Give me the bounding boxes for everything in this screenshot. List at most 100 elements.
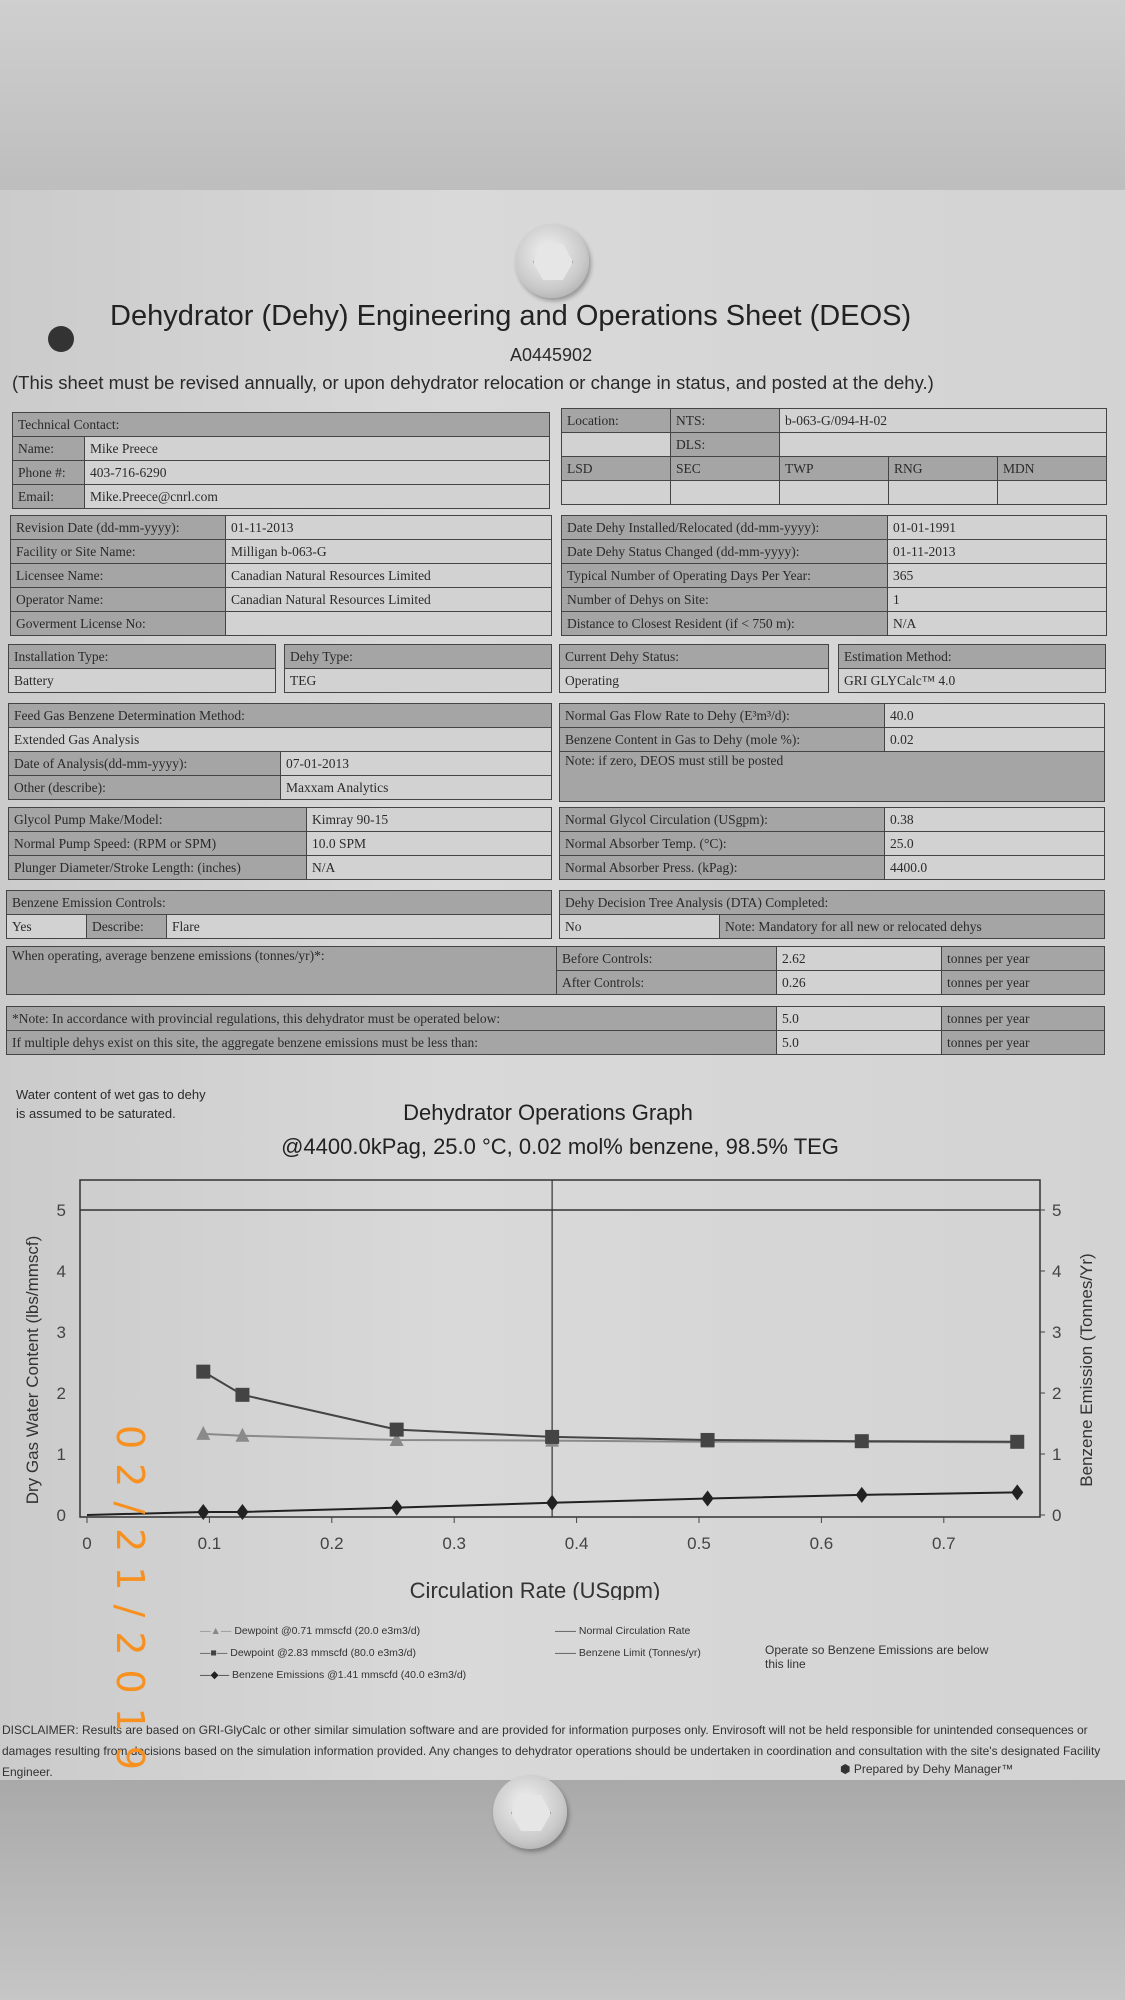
document-id: A0445902 (510, 345, 593, 365)
emissions-before: 2.62 (776, 946, 942, 971)
label: Licensee Name: (10, 563, 226, 588)
line-icon: —— (555, 1647, 576, 1659)
unit: tonnes per year (941, 970, 1105, 995)
y2-tick-label: 0 (1052, 1506, 1061, 1525)
y2-axis-label: Benzene Emission (Tonnes/Yr) (1077, 1253, 1096, 1486)
label: Normal Absorber Temp. (°C): (559, 831, 885, 856)
pump-speed: 10.0 SPM (306, 831, 552, 856)
label: Normal Gas Flow Rate to Dehy (E³m³/d): (559, 703, 885, 728)
rng-label: RNG (888, 456, 998, 481)
y-tick-label: 5 (57, 1201, 66, 1220)
contact-table: Technical Contact: Name: Mike Preece Phon… (12, 412, 550, 509)
dta-table: Dehy Decision Tree Analysis (DTA) Comple… (559, 890, 1105, 939)
label: Distance to Closest Resident (if < 750 m… (561, 611, 888, 636)
location-table: Location: NTS: b-063-G/094-H-02 DLS: LSD SE… (561, 408, 1107, 505)
series-line-square (202, 1370, 1018, 1443)
label: Estimation Method: (838, 644, 1106, 669)
label: Other (describe): (8, 775, 281, 800)
dehy-status-table: Current Dehy Status: Operating (559, 644, 829, 693)
absorber-table: Normal Glycol Circulation (USgpm): 0.38 N… (559, 807, 1105, 880)
analysis-date: 07-01-2013 (280, 751, 552, 776)
licensee-name: Canadian Natural Resources Limited (225, 563, 552, 588)
dehy-type-table: Dehy Type: TEG (284, 644, 552, 693)
label: Revision Date (dd-mm-yyyy): (10, 515, 226, 540)
analysis-other: Maxxam Analytics (280, 775, 552, 800)
square-marker (1010, 1434, 1025, 1449)
y-tick-label: 2 (57, 1384, 66, 1403)
date-stamp: 02/21/2019 (108, 1425, 152, 1785)
site-name: Milligan b-063-G (225, 539, 552, 564)
label: Normal Pump Speed: (RPM or SPM) (8, 831, 307, 856)
limit-value: 5.0 (776, 1006, 942, 1031)
installation-type: Battery (8, 668, 276, 693)
absorber-pressure: 4400.0 (884, 855, 1105, 880)
square-marker (854, 1434, 869, 1449)
label: *Note: In accordance with provincial reg… (6, 1006, 777, 1031)
y-tick-label: 4 (57, 1262, 66, 1281)
controls-value: Yes (6, 914, 87, 939)
emissions-after: 0.26 (776, 970, 942, 995)
y-tick-label: 1 (57, 1445, 66, 1464)
contact-phone: 403-716-6290 (84, 460, 550, 485)
label: Dehy Decision Tree Analysis (DTA) Comple… (559, 890, 1105, 915)
unit: tonnes per year (941, 946, 1105, 971)
controls-description: Flare (166, 914, 552, 939)
top-bolt-icon (515, 224, 589, 298)
diamond-marker (197, 1503, 210, 1520)
y-tick-label: 3 (57, 1323, 66, 1342)
label: Normal Glycol Circulation (USgpm): (559, 807, 885, 832)
dta-value: No (559, 914, 720, 939)
label: When operating, average benzene emission… (6, 946, 557, 995)
label: Phone #: (12, 460, 85, 485)
contact-heading: Technical Contact: (12, 412, 550, 437)
label: Dehy Type: (284, 644, 552, 669)
legend-item-normal-circulation: —— Normal Circulation Rate (555, 1620, 701, 1642)
label: Goverment License No: (10, 611, 226, 636)
operating-days: 365 (887, 563, 1107, 588)
wet-gas-note: Water content of wet gas to dehy is assu… (16, 1087, 206, 1121)
lsd-label: LSD (561, 456, 671, 481)
triangle-marker-icon: —▲— (200, 1625, 232, 1637)
diamond-marker (390, 1499, 403, 1516)
x-tick-label: 0.5 (687, 1534, 711, 1553)
label: Facility or Site Name: (10, 539, 226, 564)
label: Operator Name: (10, 587, 226, 612)
label: Number of Dehys on Site: (561, 587, 888, 612)
chart-subtitle: @4400.0kPag, 25.0 °C, 0.02 mol% benzene,… (281, 1134, 839, 1159)
emissions-table: When operating, average benzene emission… (6, 946, 1105, 995)
label: Glycol Pump Make/Model: (8, 807, 307, 832)
limits-table: *Note: In accordance with provincial reg… (6, 1006, 1105, 1055)
plot-frame (79, 1179, 1041, 1518)
line-icon: —— (555, 1625, 576, 1637)
operator-name: Canadian Natural Resources Limited (225, 587, 552, 612)
dta-note: Note: Mandatory for all new or relocated… (719, 914, 1105, 939)
dls-value (779, 432, 1107, 457)
wall-background (0, 0, 1125, 195)
mdn-label: MDN (997, 456, 1107, 481)
benzene-content: 0.02 (884, 727, 1105, 752)
y2-tick-label: 1 (1052, 1445, 1061, 1464)
y2-tick-label: 5 (1052, 1201, 1061, 1220)
license-number (225, 611, 552, 636)
x-axis-label: Circulation Rate (USgpm) (410, 1578, 661, 1600)
legend-item-benzene-limit: —— Benzene Limit (Tonnes/yr) (555, 1642, 701, 1664)
y-axis-label: Dry Gas Water Content (lbs/mmscf) (23, 1236, 42, 1505)
legend-label: Benzene Limit (Tonnes/yr) (578, 1647, 701, 1659)
label: Plunger Diameter/Stroke Length: (inches) (8, 855, 307, 880)
unit: tonnes per year (941, 1006, 1105, 1031)
disclaimer: DISCLAIMER: Results are based on GRI-Gly… (2, 1723, 1101, 1779)
legend-label: Normal Circulation Rate (578, 1625, 691, 1637)
label: Typical Number of Operating Days Per Yea… (561, 563, 888, 588)
prepared-by-text: Prepared by Dehy Manager™ (853, 1762, 1014, 1776)
absorber-temp: 25.0 (884, 831, 1105, 856)
emission-controls-table: Benzene Emission Controls: Yes Describe: F… (6, 890, 552, 939)
legend-label: Benzene Emissions @1.41 mmscfd (40.0 e3m… (232, 1669, 467, 1681)
feed-method: Extended Gas Analysis (8, 727, 552, 752)
label: Current Dehy Status: (559, 644, 829, 669)
label: Describe: (86, 914, 167, 939)
legend-lines: —— Normal Circulation Rate —— Benzene Li… (555, 1620, 701, 1664)
y2-tick-label: 2 (1052, 1384, 1061, 1403)
installed-date: 01-01-1991 (887, 515, 1107, 540)
nts-value: b-063-G/094-H-02 (779, 408, 1107, 433)
legend-label: Dewpoint @2.83 mmscfd (80.0 e3m3/d) (230, 1647, 417, 1659)
